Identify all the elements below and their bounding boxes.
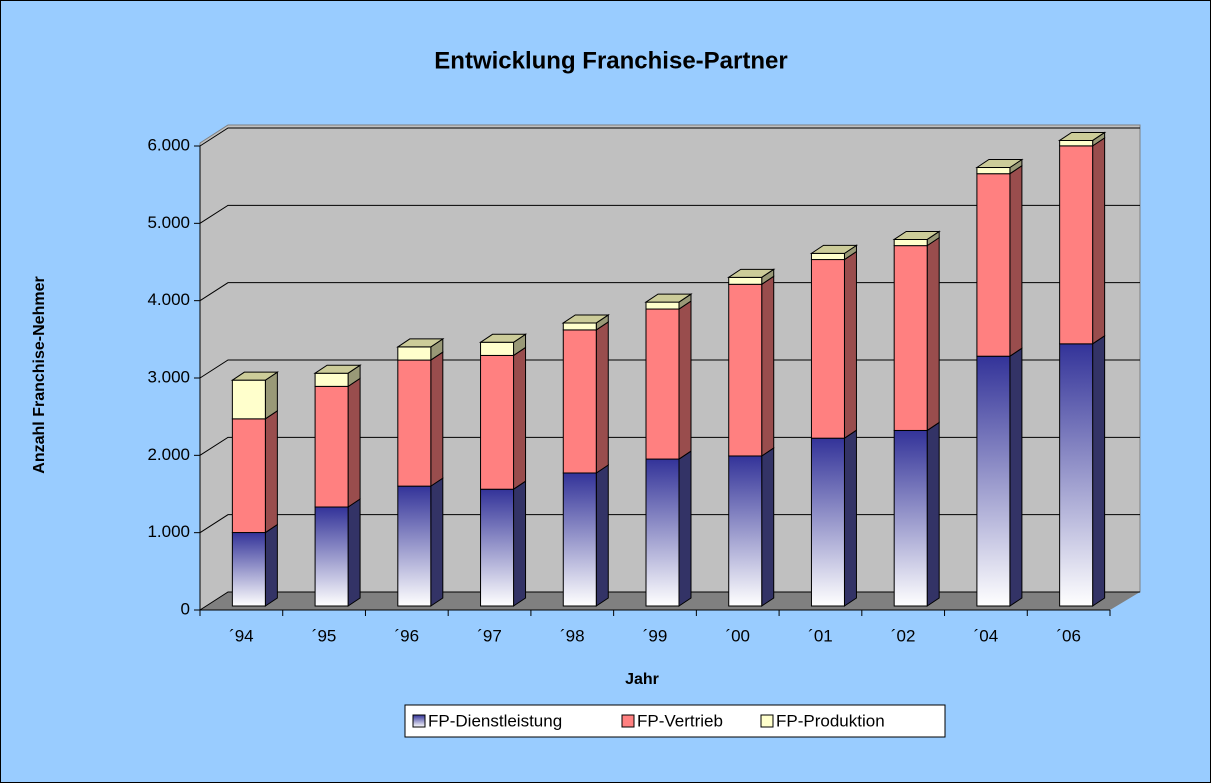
bar-top [809, 244, 859, 254]
x-tick-label: ´97 [477, 626, 502, 645]
bar [397, 485, 432, 607]
bar-side [595, 320, 609, 474]
legend-swatch [621, 714, 635, 728]
bar-side [347, 377, 361, 508]
y-tick-label: 4.000 [147, 290, 190, 309]
bar [728, 283, 763, 457]
legend-label: FP-Vertrieb [637, 711, 723, 730]
bar-top [975, 159, 1024, 169]
y-axis-title: Anzahl Franchise-Nehmer [31, 276, 48, 473]
x-axis-title: Jahr [625, 671, 659, 688]
bar [1059, 145, 1094, 345]
x-tick-label: ´94 [229, 626, 254, 645]
bar-top [230, 371, 280, 381]
bar [314, 372, 349, 387]
bar [480, 341, 515, 356]
legend-swatch [412, 714, 426, 728]
bar-side [678, 450, 692, 607]
bar-side [926, 236, 940, 432]
bar-side [1009, 164, 1023, 358]
bar-top [1057, 131, 1107, 141]
legend-label: FP-Produktion [776, 711, 885, 730]
bar-top [313, 364, 362, 374]
bar [893, 238, 928, 247]
x-tick-label: ´01 [808, 626, 833, 645]
legend-label: FP-Dienstleistung [428, 711, 562, 730]
x-tick-label: ´98 [560, 626, 585, 645]
bar-side [1009, 347, 1023, 607]
bar [231, 379, 266, 420]
legend [404, 704, 946, 738]
bar-side [347, 498, 361, 607]
bar-side [430, 477, 444, 607]
bar [562, 329, 597, 474]
bar [1059, 343, 1094, 607]
grid-line [199, 204, 1140, 224]
x-tick-label: ´06 [1056, 626, 1081, 645]
chart-title: Entwicklung Franchise-Partner [434, 47, 787, 74]
bar [976, 355, 1011, 607]
bar [810, 252, 845, 261]
bar-side [1092, 136, 1106, 345]
bar [397, 346, 432, 361]
bar-side [761, 447, 775, 607]
bar-side [926, 421, 940, 607]
bar-side [513, 480, 527, 607]
x-tick-label: ´04 [974, 626, 999, 645]
bar [893, 429, 928, 607]
grid-line [199, 127, 1140, 147]
bar-side [761, 275, 775, 457]
y-tick-label: 5.000 [147, 213, 190, 232]
bar-side [264, 409, 278, 534]
bar-top [892, 230, 941, 240]
x-tick-label: ´96 [395, 626, 420, 645]
y-tick-label: 0 [181, 599, 190, 618]
bar [893, 245, 928, 431]
bar-side [1092, 334, 1106, 607]
bar [645, 308, 680, 460]
bar [976, 167, 1011, 175]
bar [645, 301, 680, 310]
bar [480, 488, 515, 607]
bar-side [595, 464, 609, 607]
y-tick-label: 6.000 [147, 135, 190, 154]
x-tick-label: ´02 [891, 626, 916, 645]
bar-side [843, 429, 857, 607]
bar [562, 472, 597, 607]
bar [562, 322, 597, 331]
y-tick-label: 1.000 [147, 522, 190, 541]
bar-top [396, 338, 445, 348]
bar-top [561, 314, 610, 324]
bar [314, 385, 349, 508]
bar [728, 455, 763, 607]
legend-swatch [760, 714, 774, 728]
bar [314, 506, 349, 607]
bar-side [264, 523, 278, 607]
bar-side [430, 351, 444, 488]
bar-top [478, 333, 528, 343]
bar [231, 418, 266, 534]
x-tick-label: ´00 [725, 626, 750, 645]
bar [810, 437, 845, 607]
bar-side [843, 250, 857, 440]
bar-side [678, 300, 692, 461]
y-tick-label: 2.000 [147, 445, 190, 464]
bar [397, 359, 432, 487]
bar [976, 173, 1011, 357]
bar [1059, 139, 1094, 147]
bar-side [513, 346, 527, 491]
x-tick-label: ´99 [643, 626, 668, 645]
bar-top [644, 293, 693, 303]
y-tick-label: 3.000 [147, 367, 190, 386]
bar [231, 532, 266, 607]
bar [645, 458, 680, 607]
bar [728, 276, 763, 285]
bar [810, 259, 845, 439]
bar [480, 354, 515, 490]
x-tick-label: ´95 [312, 626, 337, 645]
bar-top [727, 268, 776, 278]
